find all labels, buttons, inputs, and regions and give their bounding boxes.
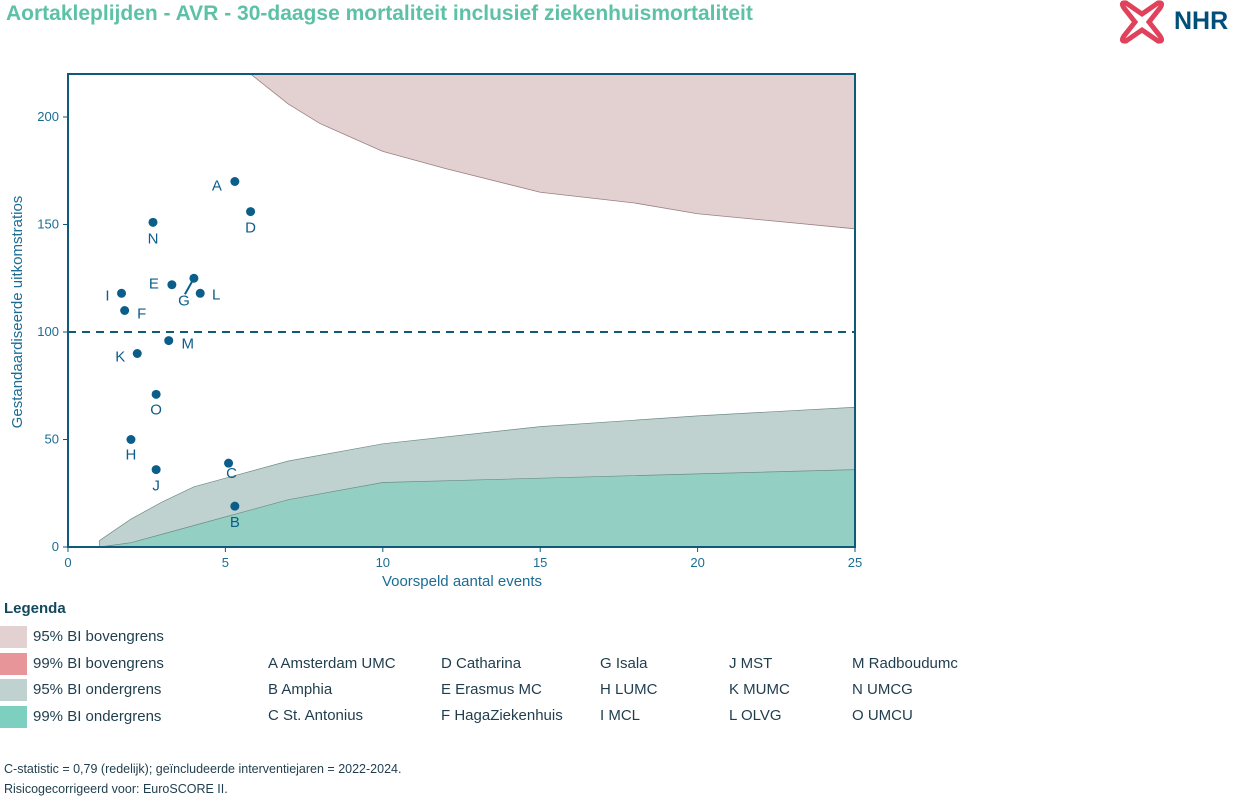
legend-label: 99% BI ondergrens <box>33 707 162 725</box>
x-tick-label: 25 <box>848 555 862 570</box>
data-point-o <box>151 389 161 399</box>
legend-swatch <box>0 626 27 648</box>
band-upper-95 <box>250 74 855 229</box>
hospital-entry: F HagaZiekenhuis <box>441 707 563 724</box>
footnote-riskadjust: Risicogecorrigeerd voor: EuroSCORE II. <box>4 782 228 796</box>
y-tick-label: 150 <box>37 217 59 232</box>
x-tick-label: 10 <box>376 555 390 570</box>
x-axis-label: Voorspeld aantal events <box>382 573 542 590</box>
hospital-entry: O UMCU <box>852 707 913 724</box>
scatter-chart: 0 5 10 15 20 25 0 50 100 150 200 A B C D EF G H I J K L M N O V… <box>9 73 862 590</box>
band-upper-95-edge <box>250 74 855 230</box>
legend-swatch <box>0 705 27 728</box>
y-axis-label: Gestandaardiseerde uitkomstratios <box>9 196 26 429</box>
legend-label: 95% BI ondergrens <box>33 681 162 698</box>
data-point-label-i: I <box>105 287 109 304</box>
hospital-entry: K MUMC <box>729 681 790 698</box>
data-point-f <box>120 306 130 315</box>
hospital-entry: J MST <box>729 655 773 672</box>
data-points: A B C D EF G H I J K L M N O <box>105 177 256 531</box>
data-point-label-a: A <box>212 178 222 195</box>
data-point-h <box>126 435 136 444</box>
nhr-heart-cross-icon <box>1119 0 1165 44</box>
confidence-bands <box>99 74 855 547</box>
data-point-c <box>224 458 234 468</box>
legend-swatch <box>0 652 27 675</box>
x-tick-label: 5 <box>222 555 229 570</box>
hospital-entry: L OLVG <box>729 707 782 724</box>
chart-title: Aortakleplijden - AVR - 30-daagse mortal… <box>6 2 753 25</box>
data-point-l <box>195 288 205 298</box>
y-tick-label: 200 <box>37 109 59 124</box>
data-point-label-m: M <box>181 336 194 353</box>
hospital-entry: M Radboudumc <box>852 655 958 672</box>
y-tick-label: 0 <box>52 539 59 554</box>
data-point-d <box>246 207 256 217</box>
band-lower-99 <box>99 469 855 547</box>
footnote-cstatistic: C-statistic = 0,79 (redelijk); geïnclude… <box>4 762 402 776</box>
plot-frame <box>67 73 856 548</box>
legend-swatch <box>0 679 27 701</box>
data-point-e <box>167 280 177 290</box>
data-point-k <box>132 349 142 358</box>
data-point-label-k: K <box>115 349 125 366</box>
data-point-b <box>230 501 240 511</box>
data-point-i <box>117 288 127 298</box>
hospital-entry: N UMCG <box>852 681 913 698</box>
hospital-entry: E Erasmus MC <box>441 681 542 698</box>
hospital-entry: I MCL <box>600 707 641 724</box>
data-point-label-n: N <box>148 230 159 247</box>
hospital-entry: B Amphia <box>268 681 333 698</box>
x-tick-label: 0 <box>64 555 71 570</box>
y-tick-label: 50 <box>45 432 59 447</box>
logo-text: NHR <box>1174 7 1229 35</box>
data-point-g <box>189 273 199 283</box>
legend-title: Legenda <box>4 600 66 617</box>
data-point-m <box>164 336 174 346</box>
data-point-label-g: G <box>178 292 190 309</box>
hospital-entry: H LUMC <box>600 681 658 698</box>
data-point-label-l: L <box>212 286 220 303</box>
legend-label: 95% BI bovengrens <box>33 628 164 645</box>
y-tick-label: 100 <box>37 324 59 339</box>
data-point-label-b: B <box>230 514 240 531</box>
data-point-label-o: O <box>150 401 162 418</box>
data-point-n <box>148 217 158 227</box>
hospital-entry: G Isala <box>600 655 648 672</box>
data-point-label-f: F <box>137 306 146 323</box>
x-tick-label: 20 <box>690 555 704 570</box>
data-point-a <box>230 177 240 186</box>
axes: 0 5 10 15 20 25 0 50 100 150 200 <box>37 73 862 570</box>
data-point-label-c: C <box>226 465 237 482</box>
data-point-label-h: H <box>126 447 137 464</box>
data-point-label-d: D <box>245 220 256 237</box>
hospital-entry: D Catharina <box>441 655 522 672</box>
data-point-label-j: J <box>152 478 160 495</box>
legend-label: 99% BI bovengrens <box>33 654 164 672</box>
hospital-entry: A Amsterdam UMC <box>268 655 396 672</box>
x-tick-label: 15 <box>533 555 547 570</box>
data-point-label-e: E <box>149 276 159 293</box>
data-point-j <box>151 465 161 475</box>
hospital-entry: C St. Antonius <box>268 707 364 724</box>
